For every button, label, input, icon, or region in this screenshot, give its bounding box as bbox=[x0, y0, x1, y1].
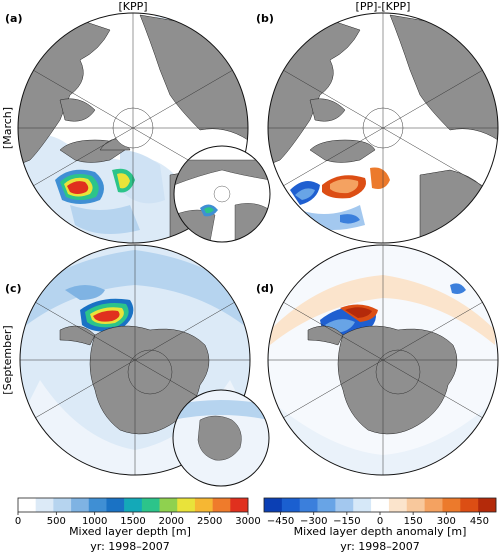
row-title-march: [March] bbox=[1, 107, 14, 149]
colorbar-tick-label: −300 bbox=[300, 516, 327, 527]
row-title-september: [September] bbox=[1, 325, 14, 394]
colorbar-tick-label: −450 bbox=[267, 516, 294, 527]
colorbar-swatch bbox=[177, 498, 196, 512]
colorbar-swatch bbox=[478, 498, 497, 512]
colorbar-tick-label: 2000 bbox=[159, 516, 184, 527]
column-title-difference: [PP]-[KPP] bbox=[356, 0, 411, 13]
colorbar-tick-label: 450 bbox=[470, 516, 489, 527]
map-panel-b bbox=[267, 12, 499, 244]
colorbar-swatch bbox=[212, 498, 231, 512]
colorbar-swatch bbox=[106, 498, 125, 512]
colorbar-tick-label: 0 bbox=[15, 516, 21, 527]
colorbar-swatch bbox=[71, 498, 90, 512]
colorbar-tick-label: 0 bbox=[377, 516, 383, 527]
colorbar-tick-label: 150 bbox=[404, 516, 423, 527]
colorbar-swatch bbox=[281, 498, 300, 512]
colorbar-mld-period: yr: 1998–2007 bbox=[90, 540, 170, 553]
colorbar-swatch bbox=[299, 498, 318, 512]
colorbar-swatch bbox=[230, 498, 249, 512]
colorbar-swatch bbox=[371, 498, 390, 512]
colorbar-swatch bbox=[88, 498, 107, 512]
colorbar-swatch bbox=[317, 498, 336, 512]
inset-c bbox=[172, 389, 270, 487]
colorbar-swatch bbox=[460, 498, 479, 512]
colorbar-swatch bbox=[424, 498, 443, 512]
map-panel-a bbox=[17, 12, 271, 244]
colorbar-swatch bbox=[335, 498, 354, 512]
colorbar-swatch bbox=[264, 498, 283, 512]
colorbar-tick-label: 500 bbox=[47, 516, 66, 527]
panel-label-d: (d) bbox=[256, 282, 274, 295]
panel-label-b: (b) bbox=[256, 12, 274, 25]
colorbar-swatch bbox=[388, 498, 408, 512]
colorbar-tick-label: 1000 bbox=[82, 516, 107, 527]
colorbar-anomaly-period: yr: 1998–2007 bbox=[340, 540, 420, 553]
panel-label-a: (a) bbox=[5, 12, 22, 25]
map-panel-c bbox=[19, 244, 270, 487]
column-title-kpp: [KPP] bbox=[118, 0, 147, 13]
colorbar-anomaly: −450 −300 −150 0 150 300 450 bbox=[263, 497, 497, 527]
colorbar-tick-label: 2500 bbox=[197, 516, 222, 527]
colorbar-mixed-layer-depth: 0 500 1000 1500 2000 2500 3000 bbox=[15, 497, 261, 527]
colorbar-swatch bbox=[53, 498, 72, 512]
colorbar-tick-label: −150 bbox=[333, 516, 360, 527]
colorbar-tick-label: 300 bbox=[437, 516, 456, 527]
colorbar-tick-label: 1500 bbox=[120, 516, 145, 527]
colorbar-swatch bbox=[442, 498, 461, 512]
colorbar-swatch bbox=[353, 498, 372, 512]
map-panel-d bbox=[267, 244, 499, 476]
colorbar-tick-label: 3000 bbox=[235, 516, 260, 527]
colorbar-swatch bbox=[18, 498, 36, 512]
colorbar-swatch bbox=[159, 498, 178, 512]
panel-label-c: (c) bbox=[5, 282, 22, 295]
colorbar-swatch bbox=[194, 498, 213, 512]
colorbar-anomaly-label: Mixed layer depth anomaly [m] bbox=[294, 525, 467, 538]
colorbar-swatch bbox=[124, 498, 143, 512]
colorbar-swatch bbox=[406, 498, 425, 512]
colorbar-swatch bbox=[35, 498, 54, 512]
colorbar-mld-label: Mixed layer depth [m] bbox=[69, 525, 191, 538]
colorbar-swatch bbox=[141, 498, 160, 512]
inset-a bbox=[173, 145, 271, 243]
